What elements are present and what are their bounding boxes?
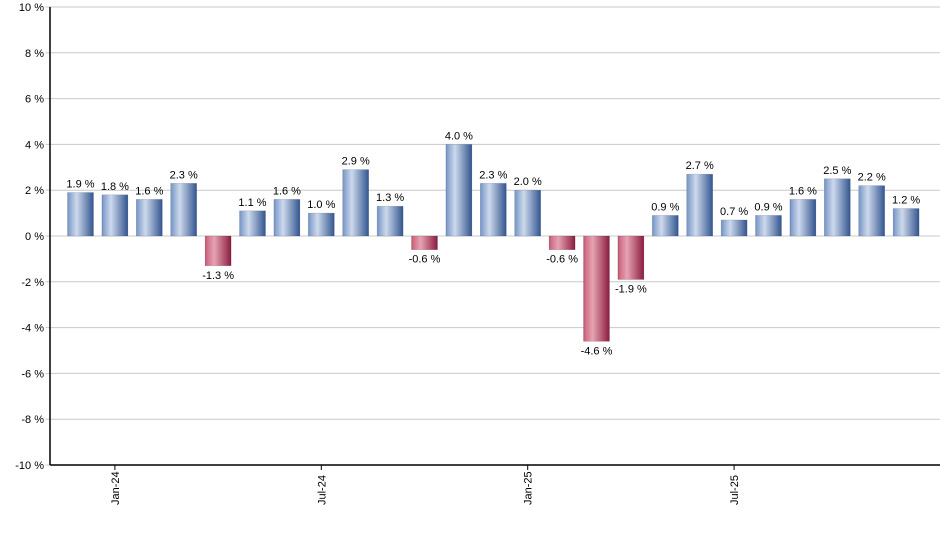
y-axis-label: -8 % bbox=[21, 414, 44, 426]
bar-value-label: 1.1 % bbox=[238, 197, 266, 209]
bar-value-label: -4.6 % bbox=[581, 345, 613, 357]
x-axis-label: Jul-24 bbox=[316, 475, 328, 505]
bar-value-label: 1.6 % bbox=[135, 185, 163, 197]
positive-bar bbox=[170, 183, 197, 237]
bar-value-label: 1.2 % bbox=[892, 195, 920, 207]
positive-bar bbox=[686, 173, 714, 237]
positive-bar bbox=[755, 215, 782, 237]
positive-bar bbox=[858, 185, 886, 237]
y-axis-label: 10 % bbox=[19, 2, 44, 14]
y-axis-label: 4 % bbox=[25, 139, 44, 151]
y-axis-label: -2 % bbox=[21, 277, 44, 289]
bar-value-label: 0.7 % bbox=[720, 206, 748, 218]
bar-value-label: 2.3 % bbox=[170, 169, 198, 181]
positive-bar bbox=[307, 212, 335, 237]
bar-value-label: -1.9 % bbox=[615, 284, 647, 296]
negative-bar bbox=[617, 235, 645, 280]
bar-value-label: 0.9 % bbox=[754, 201, 782, 213]
y-axis-label: -10 % bbox=[15, 460, 44, 472]
positive-bar bbox=[823, 178, 851, 237]
negative-bar bbox=[548, 235, 576, 251]
negative-bar bbox=[583, 235, 610, 342]
y-axis-label: 8 % bbox=[25, 48, 44, 60]
bar-value-label: 1.6 % bbox=[273, 185, 301, 197]
bar-value-label: 1.6 % bbox=[789, 185, 817, 197]
bar-value-label: -0.6 % bbox=[546, 254, 578, 266]
x-axis-label: Jul-25 bbox=[729, 475, 741, 505]
positive-bar bbox=[67, 192, 94, 237]
bar-value-label: 1.3 % bbox=[376, 192, 404, 204]
x-axis-label: Jan-24 bbox=[110, 471, 122, 505]
positive-bar bbox=[273, 199, 301, 237]
bar-value-label: -0.6 % bbox=[409, 254, 441, 266]
y-axis-label: -4 % bbox=[21, 323, 44, 335]
positive-bar bbox=[479, 183, 507, 237]
bar-value-label: 2.3 % bbox=[479, 169, 507, 181]
bar-value-label: 1.0 % bbox=[307, 199, 335, 211]
bar-value-label: 1.8 % bbox=[101, 181, 129, 193]
positive-bar bbox=[101, 194, 129, 237]
positive-bar bbox=[514, 189, 542, 237]
bar-value-label: 2.0 % bbox=[514, 176, 542, 188]
positive-bar bbox=[136, 199, 163, 237]
bar-value-label: 2.2 % bbox=[858, 172, 886, 184]
positive-bar bbox=[376, 205, 404, 237]
positive-bar bbox=[892, 208, 920, 237]
bar-value-label: 2.7 % bbox=[686, 160, 714, 172]
positive-bar bbox=[445, 144, 473, 237]
bar-value-label: -1.3 % bbox=[202, 270, 234, 282]
y-axis-label: 6 % bbox=[25, 94, 44, 106]
bar-value-label: 4.0 % bbox=[445, 130, 473, 142]
bar-value-label: 2.9 % bbox=[342, 156, 370, 168]
y-axis-label: -6 % bbox=[21, 368, 44, 380]
negative-bar bbox=[204, 235, 232, 267]
positive-bar bbox=[720, 219, 748, 237]
bar-value-label: 0.9 % bbox=[651, 201, 679, 213]
negative-bar bbox=[411, 235, 438, 251]
positive-bar bbox=[651, 215, 679, 237]
positive-bar bbox=[239, 210, 266, 237]
y-axis-label: 0 % bbox=[25, 231, 44, 243]
x-axis-label: Jan-25 bbox=[523, 471, 535, 505]
bar-value-label: 2.5 % bbox=[823, 165, 851, 177]
positive-bar bbox=[789, 199, 817, 237]
bar-value-label: 1.9 % bbox=[66, 178, 94, 190]
positive-bar bbox=[342, 169, 370, 237]
y-axis-label: 2 % bbox=[25, 185, 44, 197]
